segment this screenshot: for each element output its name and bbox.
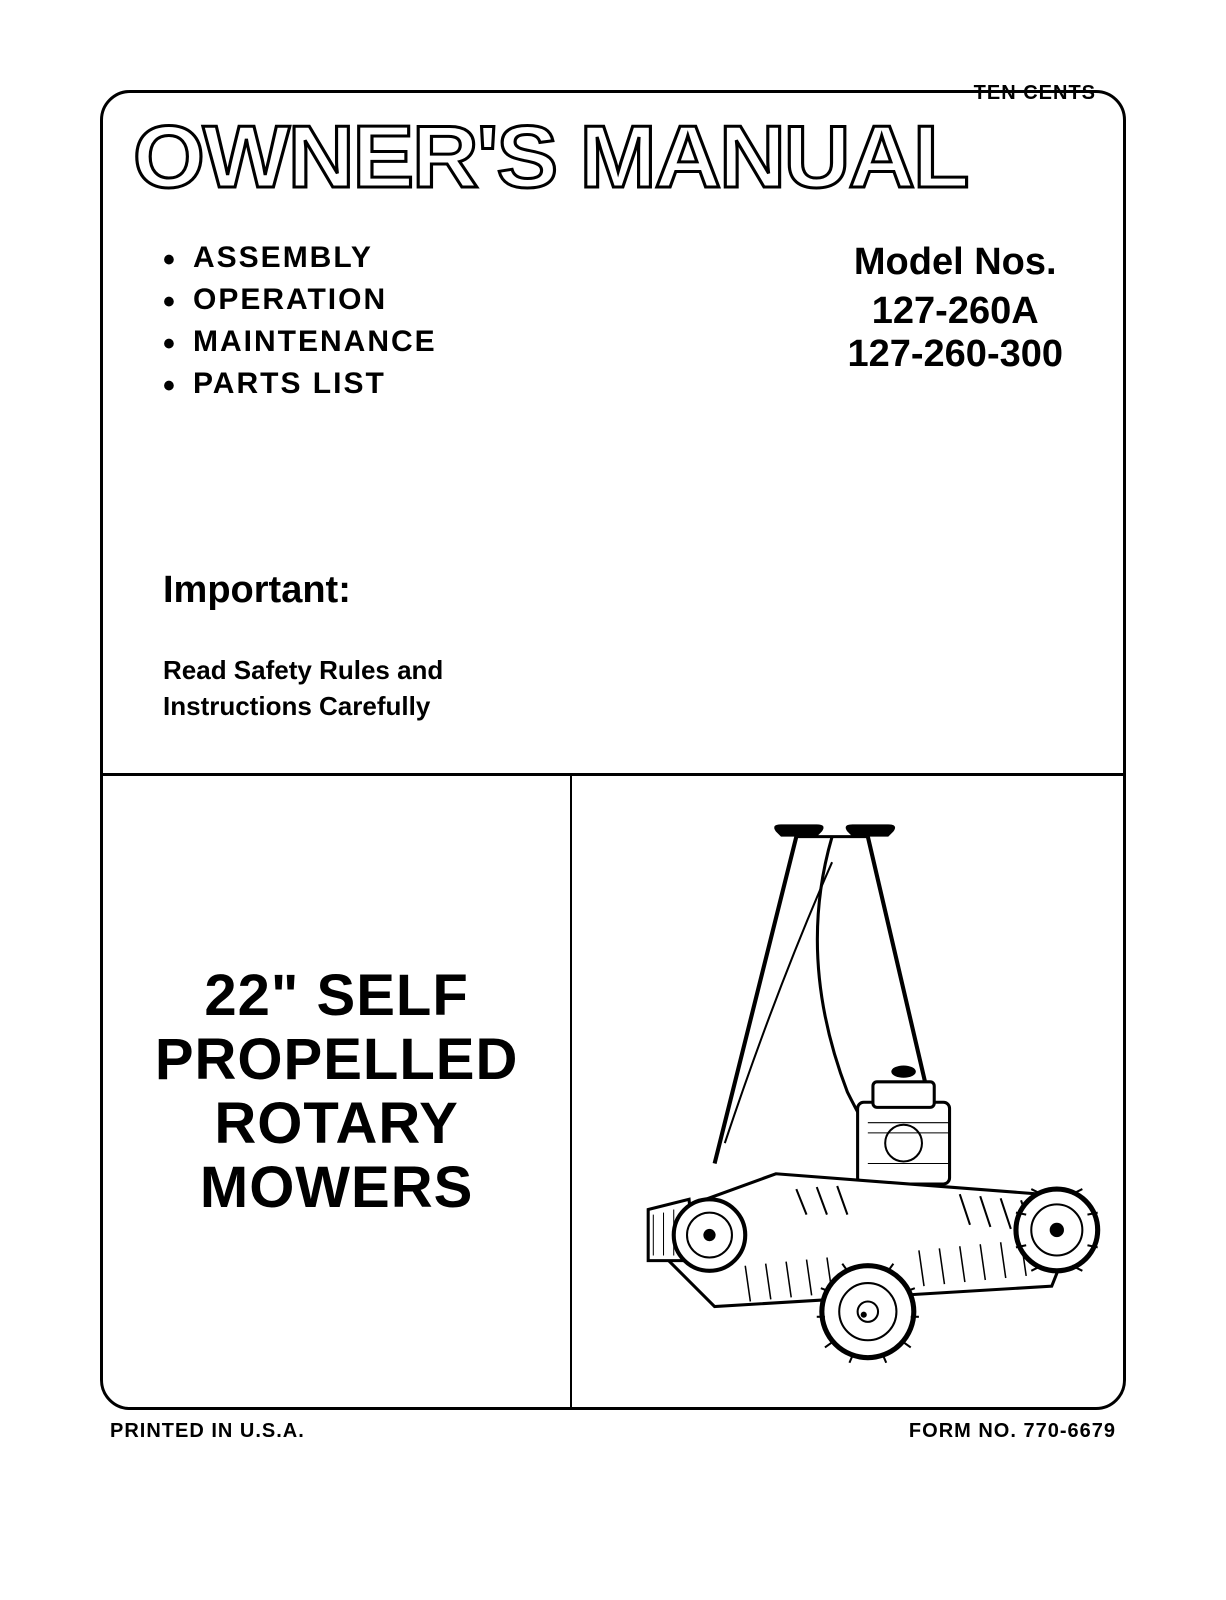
- model-number-1: 127-260A: [847, 290, 1063, 333]
- product-line-3: ROTARY: [155, 1092, 519, 1156]
- document-title: OWNER'S MANUAL: [133, 113, 1126, 201]
- bullet-assembly: ASSEMBLY: [193, 241, 437, 275]
- important-label: Important:: [163, 569, 1093, 612]
- model-number-2: 127-260-300: [847, 333, 1063, 376]
- bottom-section: 22" SELF PROPELLED ROTARY MOWERS: [103, 773, 1123, 1408]
- footer-left: PRINTED IN U.S.A.: [110, 1420, 305, 1443]
- product-title: 22" SELF PROPELLED ROTARY MOWERS: [155, 964, 519, 1219]
- product-panel: 22" SELF PROPELLED ROTARY MOWERS: [103, 776, 572, 1408]
- important-text-1: Read Safety Rules and: [163, 652, 1093, 688]
- model-heading: Model Nos.: [847, 241, 1063, 284]
- info-columns: ASSEMBLY OPERATION MAINTENANCE PARTS LIS…: [133, 241, 1093, 409]
- top-section: OWNER'S MANUAL ASSEMBLY OPERATION MAINTE…: [103, 93, 1123, 773]
- model-block: Model Nos. 127-260A 127-260-300: [847, 241, 1063, 409]
- section-bullets: ASSEMBLY OPERATION MAINTENANCE PARTS LIS…: [163, 241, 437, 409]
- main-frame: OWNER'S MANUAL ASSEMBLY OPERATION MAINTE…: [100, 90, 1126, 1410]
- footer: PRINTED IN U.S.A. FORM NO. 770-6679: [100, 1410, 1126, 1443]
- important-text-2: Instructions Carefully: [163, 688, 1093, 724]
- important-block: Important: Read Safety Rules and Instruc…: [133, 569, 1093, 725]
- bullet-operation: OPERATION: [193, 283, 437, 317]
- product-line-2: PROPELLED: [155, 1028, 519, 1092]
- product-line-4: MOWERS: [155, 1156, 519, 1220]
- bullet-parts-list: PARTS LIST: [193, 367, 437, 401]
- bullet-maintenance: MAINTENANCE: [193, 325, 437, 359]
- footer-right: FORM NO. 770-6679: [909, 1420, 1116, 1443]
- mower-illustration-icon: [592, 806, 1103, 1378]
- image-panel: [572, 776, 1123, 1408]
- product-line-1: 22" SELF: [155, 964, 519, 1028]
